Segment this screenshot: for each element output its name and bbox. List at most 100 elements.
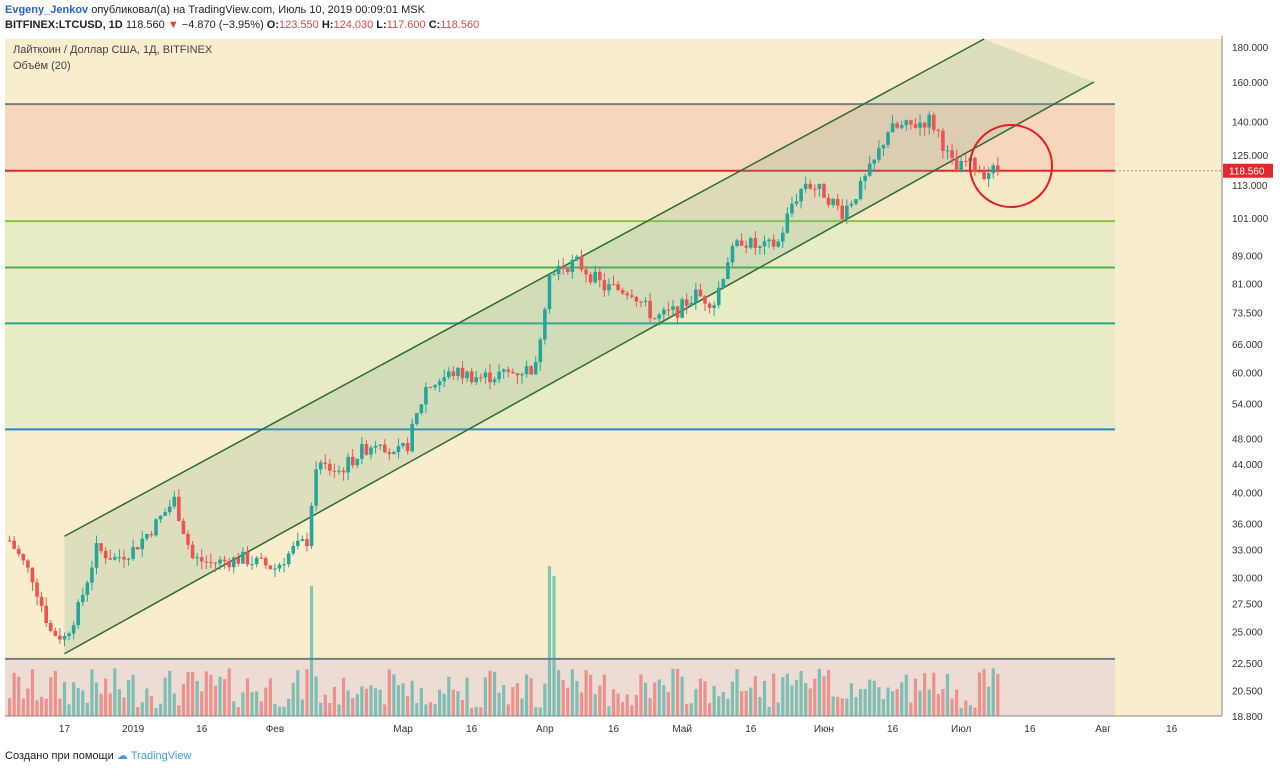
candle [584,269,588,275]
candle [241,551,245,564]
candle [177,496,181,521]
candle [305,539,309,547]
open-value: 123.550 [279,19,319,31]
candle [405,442,410,452]
volume-bar [245,678,250,716]
volume-bar [785,673,789,716]
x-tick-label: 2019 [122,724,145,735]
close-value: 118.560 [440,19,480,31]
volume-bar [241,692,245,716]
candle [835,198,840,206]
volume-bar [300,699,304,716]
volume-bar [401,683,405,716]
volume-bar [451,689,455,716]
candle [62,636,67,640]
candle [597,271,602,281]
candle [337,470,341,472]
candle [273,568,277,570]
price-chart[interactable]: 180.000 160.000 140.000 125.000 113.000 101.0… [0,36,1280,744]
candle [213,562,218,564]
candle [575,256,579,260]
volume-bar [26,688,30,716]
candle [296,540,300,546]
volume-bar [76,688,80,716]
y-tick-label: 27.500 [1232,599,1263,610]
volume-bar [909,702,913,716]
candle [483,372,488,378]
volume-bar [360,686,364,716]
candle [858,180,863,200]
candle [282,564,286,566]
candle [543,309,547,340]
candle [286,553,291,565]
volume-bar [941,688,945,716]
candle [863,175,867,181]
footer-brand[interactable]: TradingView [130,750,192,762]
candle [909,120,913,125]
candle [515,373,520,376]
candle [291,545,296,554]
x-tick-label: 16 [1024,724,1036,735]
candle [355,458,360,466]
y-tick-label: 30.000 [1232,574,1263,585]
candle [328,463,332,471]
volume-bar [158,703,163,716]
candle [739,240,744,246]
candle [890,123,895,133]
volume-bar [108,693,112,716]
candle [671,306,675,310]
volume-bar [643,682,648,716]
volume-bar [282,706,286,716]
volume-bar [113,668,117,716]
volume-bar [689,703,693,716]
candle [652,318,657,320]
ohlc-line: BITFINEX:LTCUSD, 1D 118.560 ▼ −4.870 (−3… [5,19,479,31]
candle [259,557,264,559]
volume-bar [845,698,849,716]
author-link[interactable]: Evgeny_Jenkov [5,4,89,16]
volume-bar [428,702,433,716]
volume-bar [868,679,872,716]
volume-bar [328,703,332,716]
candle [611,284,616,286]
volume-bar [598,685,602,716]
candle [666,309,671,311]
volume-bar [726,698,730,716]
volume-bar [822,676,826,716]
candle [831,198,835,205]
candle [231,557,236,568]
candle [634,296,639,302]
volume-bar [136,707,140,716]
y-tick-label: 73.500 [1232,308,1263,319]
y-tick-label: 81.000 [1232,280,1263,291]
volume-bar [973,707,977,716]
volume-bar [959,707,963,716]
candle [785,213,790,233]
candle [662,309,666,315]
volume-bar [387,669,391,716]
volume-bar [319,702,323,716]
volume-bar [890,691,895,716]
volume-bar [200,691,204,716]
y-tick-label: 48.000 [1232,434,1263,445]
y-tick-label: 140.000 [1232,118,1269,129]
x-tick-label: 17 [59,724,71,735]
candle [401,442,405,447]
candle [936,129,941,131]
candle [712,305,716,308]
y-tick-label: 113.000 [1232,181,1268,192]
volume-bar [145,688,149,716]
volume-bar [923,673,927,716]
candle [373,445,378,448]
volume-bar [209,674,213,716]
candle [332,470,337,472]
y-tick-label: 101.000 [1232,214,1269,225]
candle [154,519,158,536]
candle [465,371,469,379]
volume-bar [72,682,76,716]
volume-bar [671,668,675,716]
candle [158,515,163,520]
volume-bar [616,693,620,716]
candle [117,556,122,558]
volume-bar [621,702,625,716]
